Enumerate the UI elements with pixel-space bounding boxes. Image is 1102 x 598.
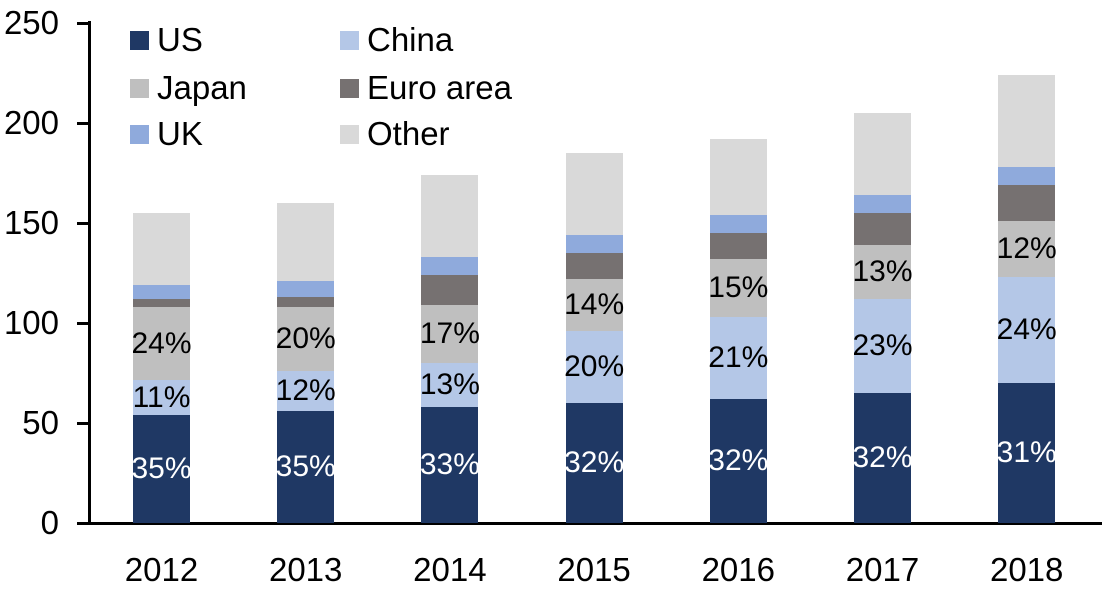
x-axis-label-2013: 2013 [268, 551, 343, 588]
legend-swatch-china [340, 30, 359, 50]
y-axis-tick [77, 321, 89, 325]
data-label-japan: 13% [852, 255, 913, 288]
bar-segment-uk [854, 195, 911, 213]
bar-segment-us [565, 403, 623, 523]
bar-segment-euro-area [709, 233, 767, 259]
bar-segment-other [133, 213, 190, 285]
data-label-china: 20% [564, 350, 625, 383]
bar-segment-uk [277, 281, 335, 297]
bar-segment-us [854, 393, 911, 523]
legend-label-euro-area: Euro area [367, 69, 512, 106]
x-axis-label-2012: 2012 [124, 551, 199, 588]
x-axis-label-2014: 2014 [413, 551, 487, 588]
data-label-us: 32% [564, 446, 625, 479]
bar-segment-uk [565, 235, 623, 253]
y-axis-tick-label: 50 [22, 404, 59, 441]
data-label-us: 33% [419, 448, 480, 481]
x-axis-label-2015: 2015 [557, 551, 631, 588]
bar-segment-euro-area [421, 275, 479, 305]
y-axis-tick-label: 200 [3, 104, 59, 141]
legend-swatch-euro-area [340, 78, 359, 98]
bar-segment-china [998, 277, 1056, 383]
bar-segment-uk [421, 257, 479, 275]
data-label-china: 21% [708, 341, 769, 374]
y-axis-tick [77, 421, 89, 425]
bar-segment-other [709, 139, 767, 215]
bar-segment-japan [133, 307, 190, 380]
bar-segment-china [565, 331, 623, 403]
bar-segment-euro-area [998, 185, 1056, 221]
data-label-japan: 17% [419, 317, 480, 350]
data-label-japan: 12% [996, 232, 1057, 265]
y-axis-tick [77, 121, 89, 125]
bar-segment-japan [421, 305, 479, 363]
bar-segment-japan [709, 259, 767, 317]
data-label-china: 11% [132, 380, 191, 414]
bar-segment-us [133, 415, 190, 523]
data-label-us: 31% [996, 436, 1057, 469]
bar-segment-other [421, 175, 479, 257]
bar-segment-china [421, 363, 479, 407]
bar-segment-euro-area [133, 299, 190, 307]
data-label-china: 24% [996, 313, 1057, 346]
data-label-us: 35% [131, 452, 192, 485]
x-axis-line [77, 522, 1102, 525]
legend-swatch-other [340, 124, 359, 144]
bar-segment-us [421, 407, 479, 523]
x-axis-label-2017: 2017 [845, 551, 920, 588]
x-axis-label-2016: 2016 [701, 551, 775, 588]
legend-swatch-japan [130, 78, 149, 98]
bar-segment-uk [998, 167, 1056, 185]
bar-segment-china [854, 299, 911, 393]
data-label-us: 32% [708, 444, 769, 477]
y-axis-tick [77, 21, 89, 25]
data-label-china: 12% [275, 374, 336, 407]
data-label-us: 35% [275, 450, 336, 483]
bar-segment-china [133, 380, 190, 415]
y-axis-tick [77, 221, 89, 225]
bar-segment-china [277, 371, 335, 411]
bar-segment-us [998, 383, 1056, 523]
bar-segment-euro-area [854, 213, 911, 245]
y-axis-tick-label: 250 [3, 4, 59, 41]
bar-segment-japan [277, 307, 335, 371]
bar-segment-china [709, 317, 767, 399]
legend-label-uk: UK [157, 115, 203, 152]
bar-segment-other [998, 75, 1056, 167]
bar-segment-euro-area [277, 297, 335, 307]
y-axis-tick-label: 150 [3, 204, 59, 241]
legend-label-china: China [367, 21, 454, 58]
bar-segment-japan [854, 245, 911, 299]
x-axis-label-2018: 2018 [989, 551, 1064, 588]
data-label-china: 13% [419, 368, 480, 401]
y-axis-tick-label: 100 [3, 304, 59, 341]
data-label-japan: 24% [131, 326, 192, 360]
data-label-china: 23% [852, 329, 913, 362]
data-label-japan: 14% [564, 288, 625, 321]
bar-segment-us [277, 411, 335, 523]
bar-segment-other [277, 203, 335, 281]
legend-label-other: Other [367, 115, 450, 152]
data-label-us: 32% [852, 441, 913, 474]
bar-segment-uk [133, 285, 190, 299]
legend-swatch-uk [130, 124, 149, 144]
bar-segment-japan [565, 279, 623, 331]
data-label-japan: 15% [708, 271, 769, 304]
y-axis-line [88, 21, 91, 524]
y-axis-tick-label: 0 [40, 504, 59, 541]
legend-label-us: US [157, 21, 203, 58]
bar-segment-japan [998, 221, 1056, 277]
legend-label-japan: Japan [157, 69, 247, 106]
bar-segment-us [709, 399, 767, 523]
data-label-japan: 20% [275, 322, 336, 355]
bar-segment-other [854, 113, 911, 195]
legend-swatch-us [130, 30, 149, 50]
bar-segment-other [565, 153, 623, 235]
bar-segment-euro-area [565, 253, 623, 279]
bar-segment-uk [709, 215, 767, 233]
